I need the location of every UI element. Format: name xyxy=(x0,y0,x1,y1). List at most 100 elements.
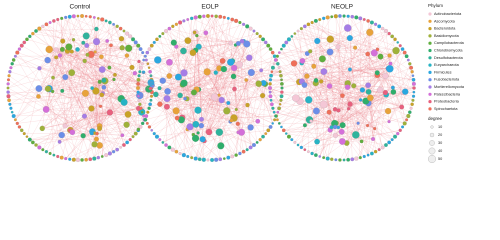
edge xyxy=(38,50,68,89)
edge xyxy=(237,36,261,133)
node xyxy=(174,149,179,154)
edge xyxy=(297,30,386,77)
edge xyxy=(234,88,248,150)
edge xyxy=(246,80,258,143)
edge xyxy=(368,103,413,105)
node xyxy=(88,15,92,19)
node xyxy=(6,86,10,90)
edge xyxy=(321,52,405,82)
edge xyxy=(338,75,378,128)
edge xyxy=(156,71,208,137)
node xyxy=(227,58,235,66)
edge xyxy=(330,55,390,131)
node xyxy=(92,156,97,161)
node xyxy=(60,88,65,93)
node xyxy=(142,58,146,62)
node xyxy=(382,72,389,80)
edge xyxy=(83,33,128,136)
node xyxy=(210,158,215,162)
node xyxy=(56,17,60,22)
edge xyxy=(323,123,335,158)
node xyxy=(213,70,218,75)
edge xyxy=(114,67,133,75)
edge xyxy=(219,68,237,110)
edge xyxy=(338,87,348,111)
edge xyxy=(90,54,104,81)
edge xyxy=(46,109,95,145)
edge xyxy=(77,15,88,55)
edge xyxy=(183,41,243,74)
node xyxy=(247,68,255,77)
edge xyxy=(277,40,318,57)
edge xyxy=(349,104,362,142)
node xyxy=(218,157,223,162)
node xyxy=(359,87,366,93)
edge xyxy=(311,112,330,154)
node xyxy=(409,106,413,110)
edge xyxy=(67,50,104,94)
edge xyxy=(36,133,95,146)
node xyxy=(129,64,135,70)
node xyxy=(101,77,107,83)
node xyxy=(393,37,397,42)
edge xyxy=(49,69,103,89)
edge xyxy=(169,62,183,118)
node xyxy=(334,158,338,162)
legend-swatch xyxy=(428,48,432,53)
node xyxy=(299,145,304,150)
size-swatch xyxy=(428,147,436,155)
edge xyxy=(301,28,390,122)
legend-swatch xyxy=(428,34,432,38)
edge xyxy=(301,62,317,81)
node xyxy=(412,90,416,94)
node xyxy=(238,20,242,25)
edge xyxy=(395,50,405,124)
edge xyxy=(337,46,380,150)
node xyxy=(149,74,153,78)
edge xyxy=(293,63,324,105)
node xyxy=(377,148,381,152)
edge xyxy=(47,60,122,99)
node xyxy=(147,79,155,87)
node xyxy=(270,50,275,55)
edge xyxy=(379,63,391,150)
edge xyxy=(7,55,60,89)
node xyxy=(299,27,303,31)
edge xyxy=(32,88,149,143)
node xyxy=(268,47,273,51)
node xyxy=(402,121,407,126)
edge xyxy=(204,30,255,141)
size-label: 10 xyxy=(438,125,442,129)
edge xyxy=(155,59,277,95)
edge xyxy=(99,48,129,127)
node xyxy=(272,54,277,58)
node xyxy=(266,43,271,48)
node xyxy=(268,90,272,94)
edge xyxy=(156,39,248,106)
edge xyxy=(214,48,271,98)
node xyxy=(95,131,99,136)
edge xyxy=(385,92,413,101)
edge xyxy=(389,49,403,69)
node xyxy=(313,78,319,83)
node xyxy=(326,83,333,89)
edge xyxy=(52,46,69,92)
node xyxy=(88,105,95,112)
node xyxy=(402,50,407,55)
node xyxy=(141,70,146,75)
legend-swatch xyxy=(428,27,432,31)
edge xyxy=(94,132,134,137)
node xyxy=(92,16,96,19)
node xyxy=(7,98,11,103)
node xyxy=(120,133,125,138)
edge xyxy=(159,42,266,105)
node xyxy=(193,156,198,161)
node xyxy=(246,54,253,61)
edge xyxy=(358,75,414,124)
node xyxy=(354,15,359,20)
edge xyxy=(162,42,231,81)
node xyxy=(202,14,206,18)
edge xyxy=(42,128,73,133)
edge xyxy=(301,125,306,148)
node xyxy=(138,47,143,51)
